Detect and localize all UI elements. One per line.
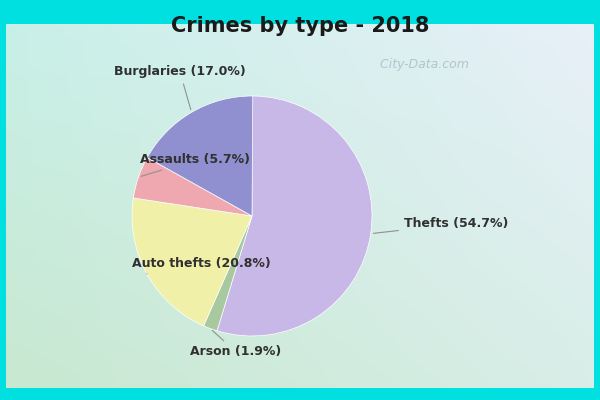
Text: Thefts (54.7%): Thefts (54.7%) [373,218,508,233]
Text: Arson (1.9%): Arson (1.9%) [190,330,281,358]
Wedge shape [147,96,253,216]
Text: Assaults (5.7%): Assaults (5.7%) [140,154,250,176]
Wedge shape [203,216,252,331]
Text: City-Data.com: City-Data.com [372,58,469,71]
Wedge shape [217,96,372,336]
Text: Burglaries (17.0%): Burglaries (17.0%) [114,66,246,110]
Text: Crimes by type - 2018: Crimes by type - 2018 [171,16,429,36]
Text: Auto thefts (20.8%): Auto thefts (20.8%) [132,258,271,274]
Wedge shape [132,198,252,326]
Wedge shape [133,158,252,216]
